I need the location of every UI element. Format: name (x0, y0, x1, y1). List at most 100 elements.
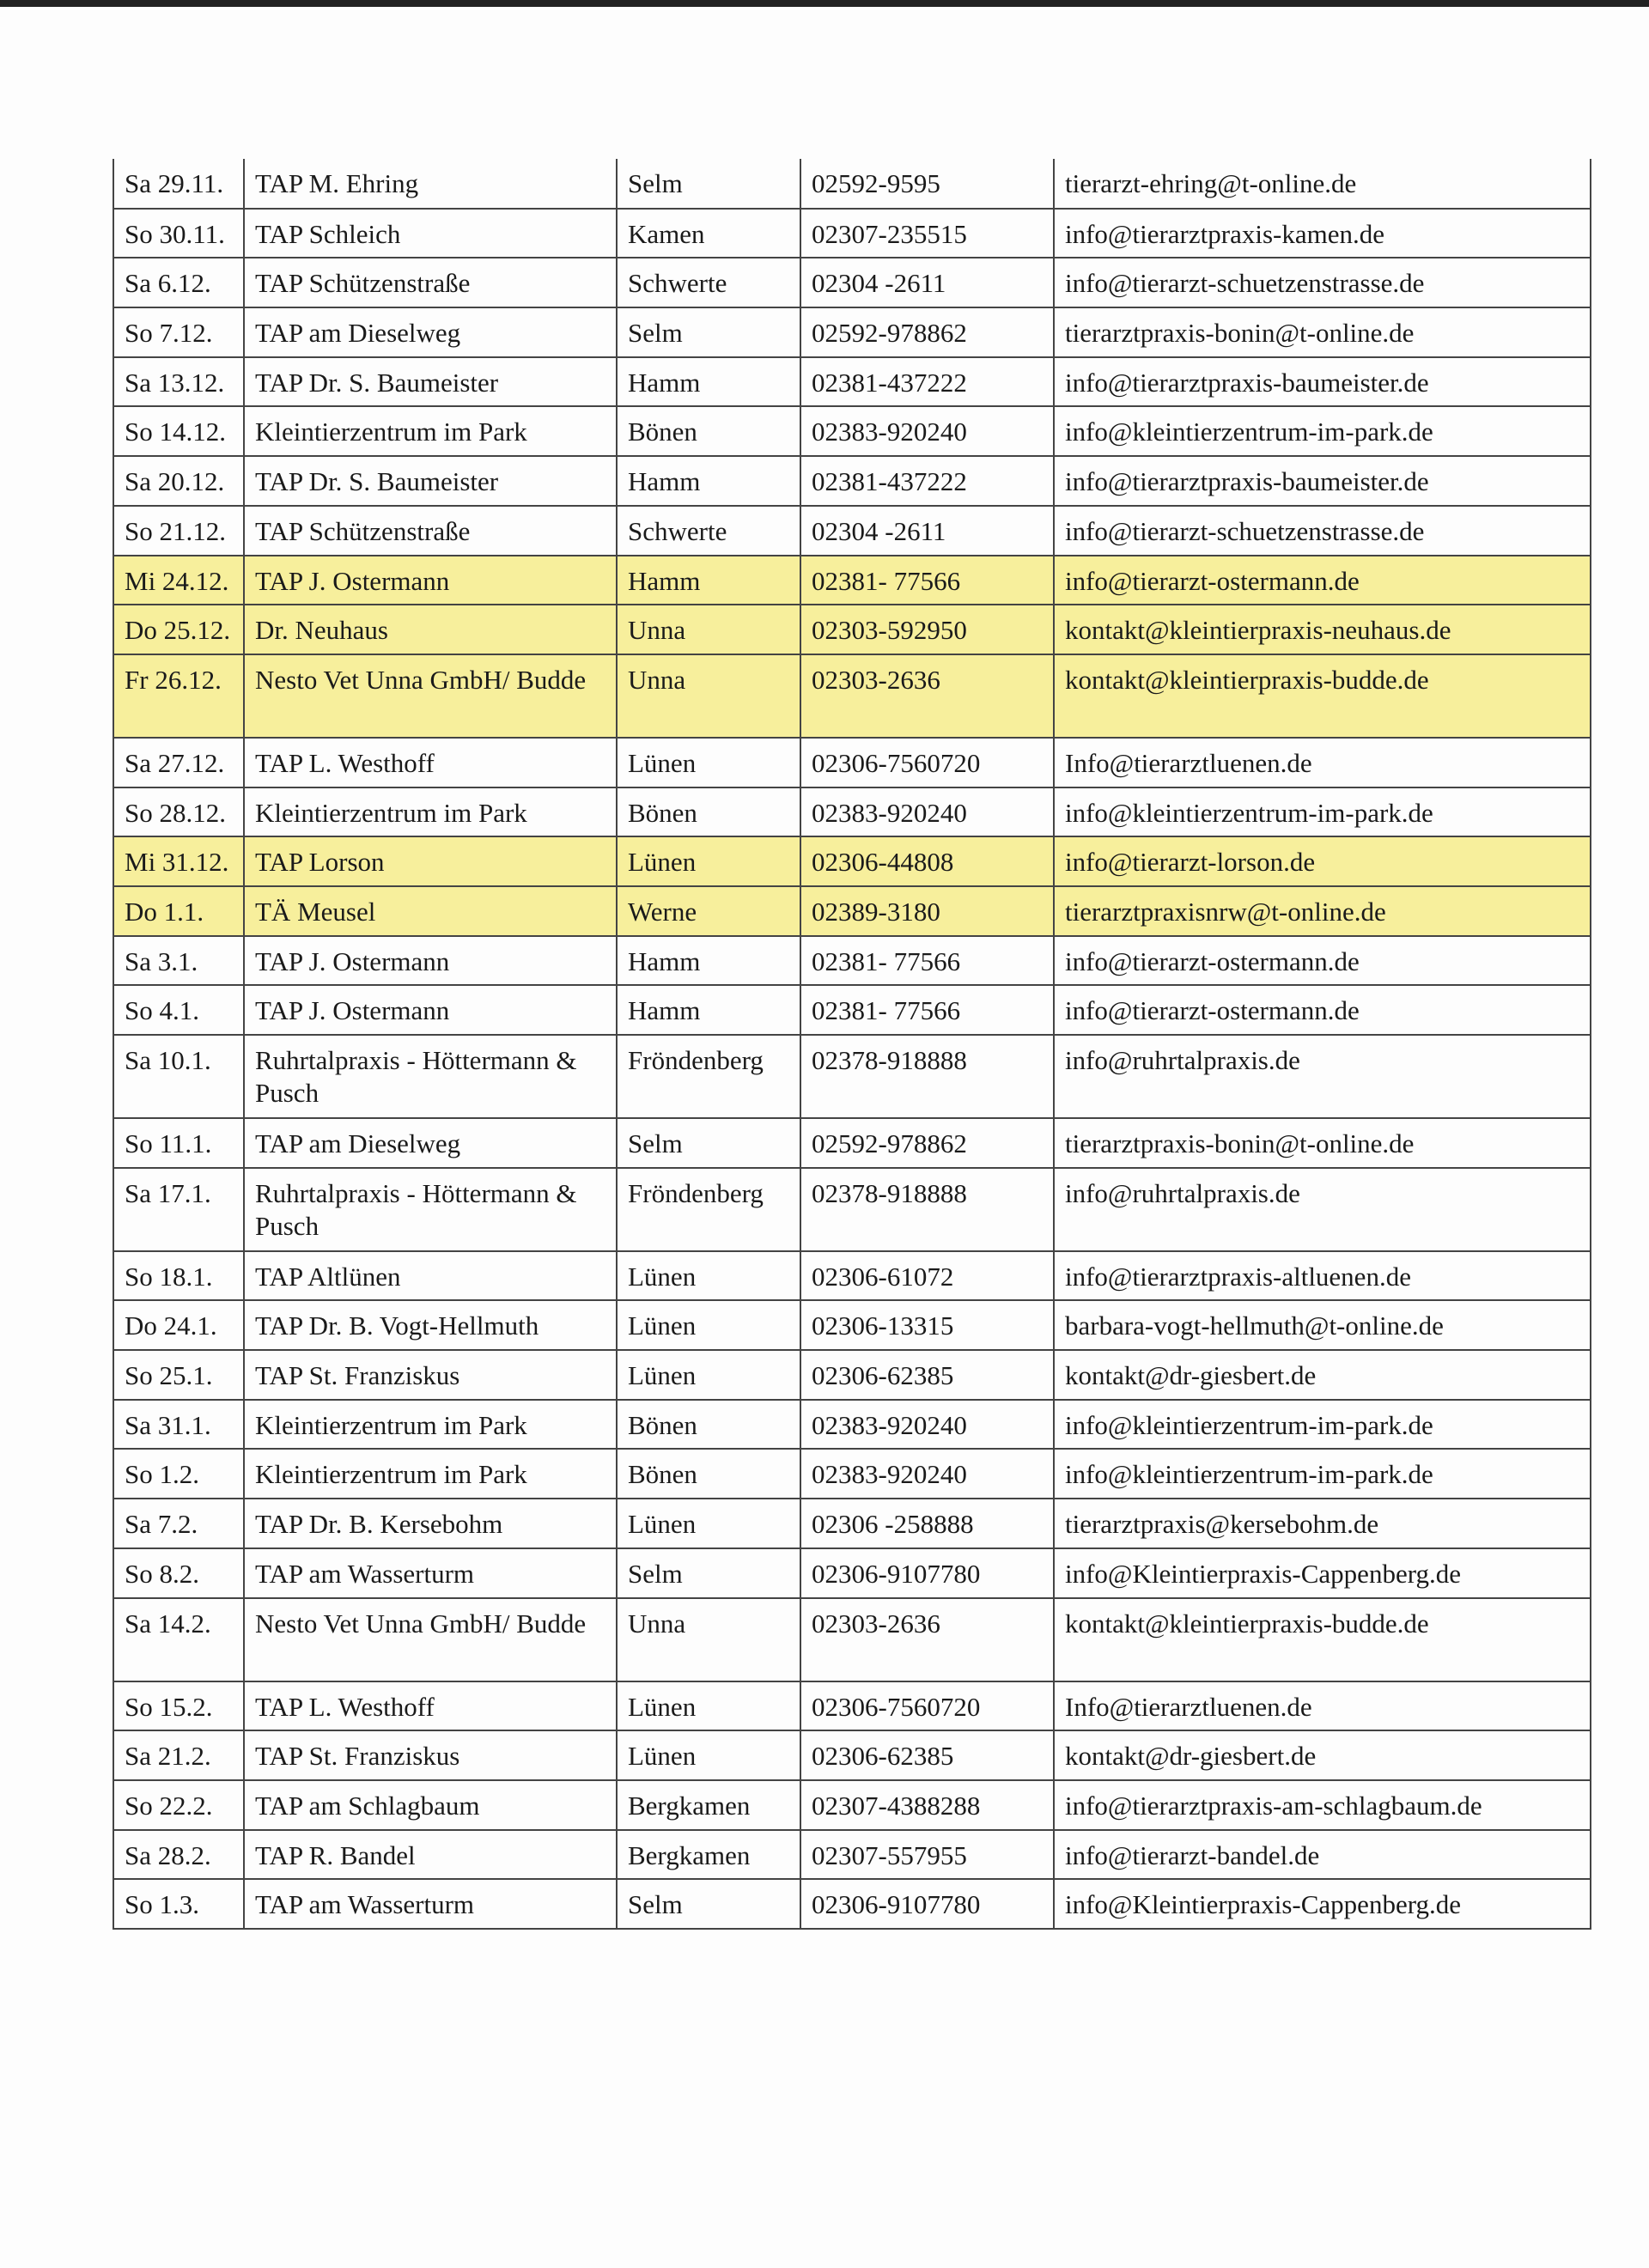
table-row: Sa 29.11. TAP M. Ehring Selm 02592-9595 tier… (113, 159, 1591, 210)
phone-cell: 02383-920240 (800, 405, 1055, 458)
phone-cell: 02381- 77566 (800, 934, 1055, 987)
table-row: So 8.2. TAP am Wasserturm Selm 02306-910778… (113, 1547, 1591, 1599)
practice-cell: TAP L. Westhoff (243, 736, 618, 788)
email-cell: kontakt@kleintierpraxis-neuhaus.de (1053, 604, 1591, 655)
table-row: So 4.1. TAP J. Ostermann Hamm 02381- 77566 i… (113, 984, 1591, 1036)
phone-cell: 02304 -2611 (800, 504, 1055, 556)
email-cell: Info@tierarztluenen.de (1053, 1680, 1591, 1732)
date-cell: So 18.1. (113, 1250, 245, 1302)
phone-cell: 02303-2636 (800, 1596, 1055, 1682)
table-row: So 7.12. TAP am Dieselweg Selm 02592-978862… (113, 307, 1591, 358)
practice-cell: Kleintierzentrum im Park (243, 1448, 618, 1500)
table-row: So 18.1. TAP Altlünen Lünen 02306-61072 info… (113, 1250, 1591, 1302)
city-cell: Selm (616, 159, 801, 210)
phone-cell: 02383-920240 (800, 786, 1055, 838)
city-cell: Bönen (616, 405, 801, 458)
email-cell: kontakt@dr-giesbert.de (1053, 1349, 1591, 1401)
phone-cell: 02378-918888 (800, 1166, 1055, 1252)
scan-edge (0, 0, 1649, 7)
email-cell: info@ruhrtalpraxis.de (1053, 1034, 1591, 1119)
city-cell: Selm (616, 1117, 801, 1169)
practice-cell: TAP R. Bandel (243, 1828, 618, 1881)
phone-cell: 02307-235515 (800, 207, 1055, 259)
practice-cell: TAP Dr. B. Vogt-Hellmuth (243, 1299, 618, 1352)
city-cell: Bergkamen (616, 1828, 801, 1881)
email-cell: info@Kleintierpraxis-Cappenberg.de (1053, 1878, 1591, 1930)
date-cell: Sa 10.1. (113, 1034, 245, 1119)
date-cell: Sa 27.12. (113, 736, 245, 788)
email-cell: tierarztpraxisnrw@t-online.de (1053, 885, 1591, 937)
date-cell: So 22.2. (113, 1779, 245, 1831)
date-cell: Sa 3.1. (113, 934, 245, 987)
practice-cell: TÄ Meusel (243, 885, 618, 937)
date-cell: Sa 28.2. (113, 1828, 245, 1881)
city-cell: Hamm (616, 934, 801, 987)
city-cell: Bönen (616, 786, 801, 838)
phone-cell: 02306-7560720 (800, 736, 1055, 788)
practice-cell: TAP Schleich (243, 207, 618, 259)
email-cell: info@Kleintierpraxis-Cappenberg.de (1053, 1547, 1591, 1599)
table-row: Sa 27.12. TAP L. Westhoff Lünen 02306-75607… (113, 736, 1591, 788)
city-cell: Selm (616, 1878, 801, 1930)
phone-cell: 02592-978862 (800, 307, 1055, 358)
city-cell: Bönen (616, 1398, 801, 1450)
table-row: Sa 6.12. TAP Schützenstraße Schwerte 02304 … (113, 257, 1591, 309)
practice-cell: TAP Dr. B. Kersebohm (243, 1498, 618, 1549)
phone-cell: 02306-61072 (800, 1250, 1055, 1302)
email-cell: info@kleintierzentrum-im-park.de (1053, 405, 1591, 458)
phone-cell: 02304 -2611 (800, 257, 1055, 309)
practice-cell: Ruhrtalpraxis - Höttermann & Pusch (243, 1166, 618, 1252)
phone-cell: 02378-918888 (800, 1034, 1055, 1119)
date-cell: So 7.12. (113, 307, 245, 358)
practice-cell: TAP L. Westhoff (243, 1680, 618, 1732)
table-row: So 1.2. Kleintierzentrum im Park Bönen 0238… (113, 1448, 1591, 1500)
practice-cell: TAP St. Franziskus (243, 1349, 618, 1401)
email-cell: info@kleintierzentrum-im-park.de (1053, 1448, 1591, 1500)
phone-cell: 02306-7560720 (800, 1680, 1055, 1732)
city-cell: Lünen (616, 1299, 801, 1352)
email-cell: info@tierarztpraxis-kamen.de (1053, 207, 1591, 259)
practice-cell: Dr. Neuhaus (243, 604, 618, 655)
practice-cell: TAP am Wasserturm (243, 1547, 618, 1599)
city-cell: Fröndenberg (616, 1034, 801, 1119)
practice-cell: TAP J. Ostermann (243, 984, 618, 1036)
city-cell: Hamm (616, 455, 801, 507)
practice-cell: TAP Schützenstraße (243, 504, 618, 556)
city-cell: Lünen (616, 1680, 801, 1732)
city-cell: Lünen (616, 1730, 801, 1781)
email-cell: info@tierarzt-ostermann.de (1053, 554, 1591, 606)
city-cell: Schwerte (616, 504, 801, 556)
city-cell: Bergkamen (616, 1779, 801, 1831)
email-cell: info@tierarztpraxis-am-schlagbaum.de (1053, 1779, 1591, 1831)
table-row: So 22.2. TAP am Schlagbaum Bergkamen 02307-… (113, 1779, 1591, 1831)
email-cell: kontakt@kleintierpraxis-budde.de (1053, 1596, 1591, 1682)
city-cell: Hamm (616, 984, 801, 1036)
email-cell: kontakt@dr-giesbert.de (1053, 1730, 1591, 1781)
phone-cell: 02381- 77566 (800, 984, 1055, 1036)
city-cell: Unna (616, 604, 801, 655)
practice-cell: Nesto Vet Unna GmbH/ Budde (243, 653, 618, 739)
phone-cell: 02306-9107780 (800, 1878, 1055, 1930)
practice-cell: TAP M. Ehring (243, 159, 618, 210)
date-cell: Sa 29.11. (113, 159, 245, 210)
practice-cell: TAP am Dieselweg (243, 1117, 618, 1169)
email-cell: info@tierarztpraxis-baumeister.de (1053, 356, 1591, 408)
emergency-duty-schedule-table: Sa 29.11. TAP M. Ehring Selm 02592-9595 tier… (113, 159, 1591, 1930)
city-cell: Lünen (616, 836, 801, 887)
email-cell: info@kleintierzentrum-im-park.de (1053, 1398, 1591, 1450)
table-row: Do 25.12. Dr. Neuhaus Unna 02303-592950 kont… (113, 604, 1591, 655)
table-row: Sa 20.12. TAP Dr. S. Baumeister Hamm 02381-… (113, 455, 1591, 507)
practice-cell: TAP am Dieselweg (243, 307, 618, 358)
table-row: So 14.12. Kleintierzentrum im Park Bönen 02… (113, 405, 1591, 458)
date-cell: Sa 31.1. (113, 1398, 245, 1450)
table-row: Do 1.1. TÄ Meusel Werne 02389-3180 tierarztp… (113, 885, 1591, 937)
phone-cell: 02306-62385 (800, 1730, 1055, 1781)
schedule-body: Sa 29.11. TAP M. Ehring Selm 02592-9595 tier… (113, 159, 1591, 1930)
table-row: Sa 10.1. Ruhrtalpraxis - Höttermann & Pus… (113, 1034, 1591, 1119)
practice-cell: TAP Schützenstraße (243, 257, 618, 309)
phone-cell: 02306-13315 (800, 1299, 1055, 1352)
city-cell: Kamen (616, 207, 801, 259)
date-cell: So 15.2. (113, 1680, 245, 1732)
city-cell: Lünen (616, 1349, 801, 1401)
practice-cell: TAP St. Franziskus (243, 1730, 618, 1781)
